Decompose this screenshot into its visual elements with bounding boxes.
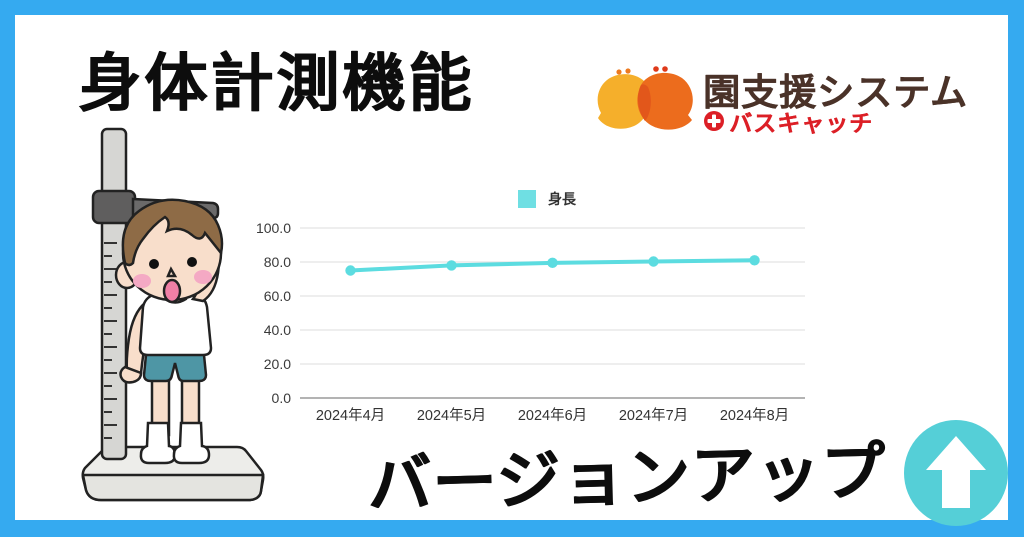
y-tick-label: 80.0	[264, 254, 291, 270]
plus-icon	[704, 111, 724, 131]
x-tick-label: 2024年5月	[417, 407, 486, 424]
height-chart: 身長 0.0 20.0 40.0 60.0 80.0 100.0 2024年4月 2024年5…	[250, 183, 820, 433]
sub-brand-name: バスキャッチ	[729, 110, 873, 136]
boy-height-measurement-illustration	[81, 127, 265, 502]
legend-label: 身長	[548, 191, 576, 207]
footer-headline: バージョンアップ	[366, 435, 887, 521]
mascot-birds-icon	[597, 66, 693, 130]
boy	[114, 198, 224, 465]
x-tick-label: 2024年4月	[316, 407, 385, 424]
version-up-badge	[904, 420, 1008, 526]
y-tick-label: 0.0	[272, 390, 292, 406]
page-title: 身体計測機能	[78, 49, 474, 119]
data-point	[547, 257, 558, 269]
legend-swatch	[518, 190, 536, 208]
content-panel: 身体計測機能 園支援システム バスキャッチ	[15, 15, 1008, 526]
scale-base	[81, 445, 265, 502]
x-tick-label: 2024年7月	[619, 407, 688, 424]
x-tick-label: 2024年6月	[518, 407, 587, 424]
up-arrow-icon	[904, 420, 1008, 526]
pole-slider	[91, 189, 137, 225]
y-tick-label: 40.0	[264, 322, 291, 338]
brand-name: 園支援システム	[703, 72, 968, 113]
x-tick-label: 2024年8月	[720, 407, 789, 424]
chart-legend: 身長	[518, 189, 576, 209]
data-point	[446, 260, 457, 271]
data-point	[345, 265, 356, 276]
y-tick-label: 100.0	[256, 220, 291, 236]
data-point	[749, 255, 760, 266]
y-tick-label: 20.0	[264, 356, 291, 372]
data-point	[648, 256, 659, 267]
brand-logo: 園支援システム バスキャッチ	[593, 50, 993, 145]
line-chart-canvas: 0.0 20.0 40.0 60.0 80.0 100.0 2024年4月 2024年5月 20…	[256, 220, 805, 424]
y-tick-label: 60.0	[264, 288, 291, 304]
sub-brand: バスキャッチ	[703, 108, 873, 136]
